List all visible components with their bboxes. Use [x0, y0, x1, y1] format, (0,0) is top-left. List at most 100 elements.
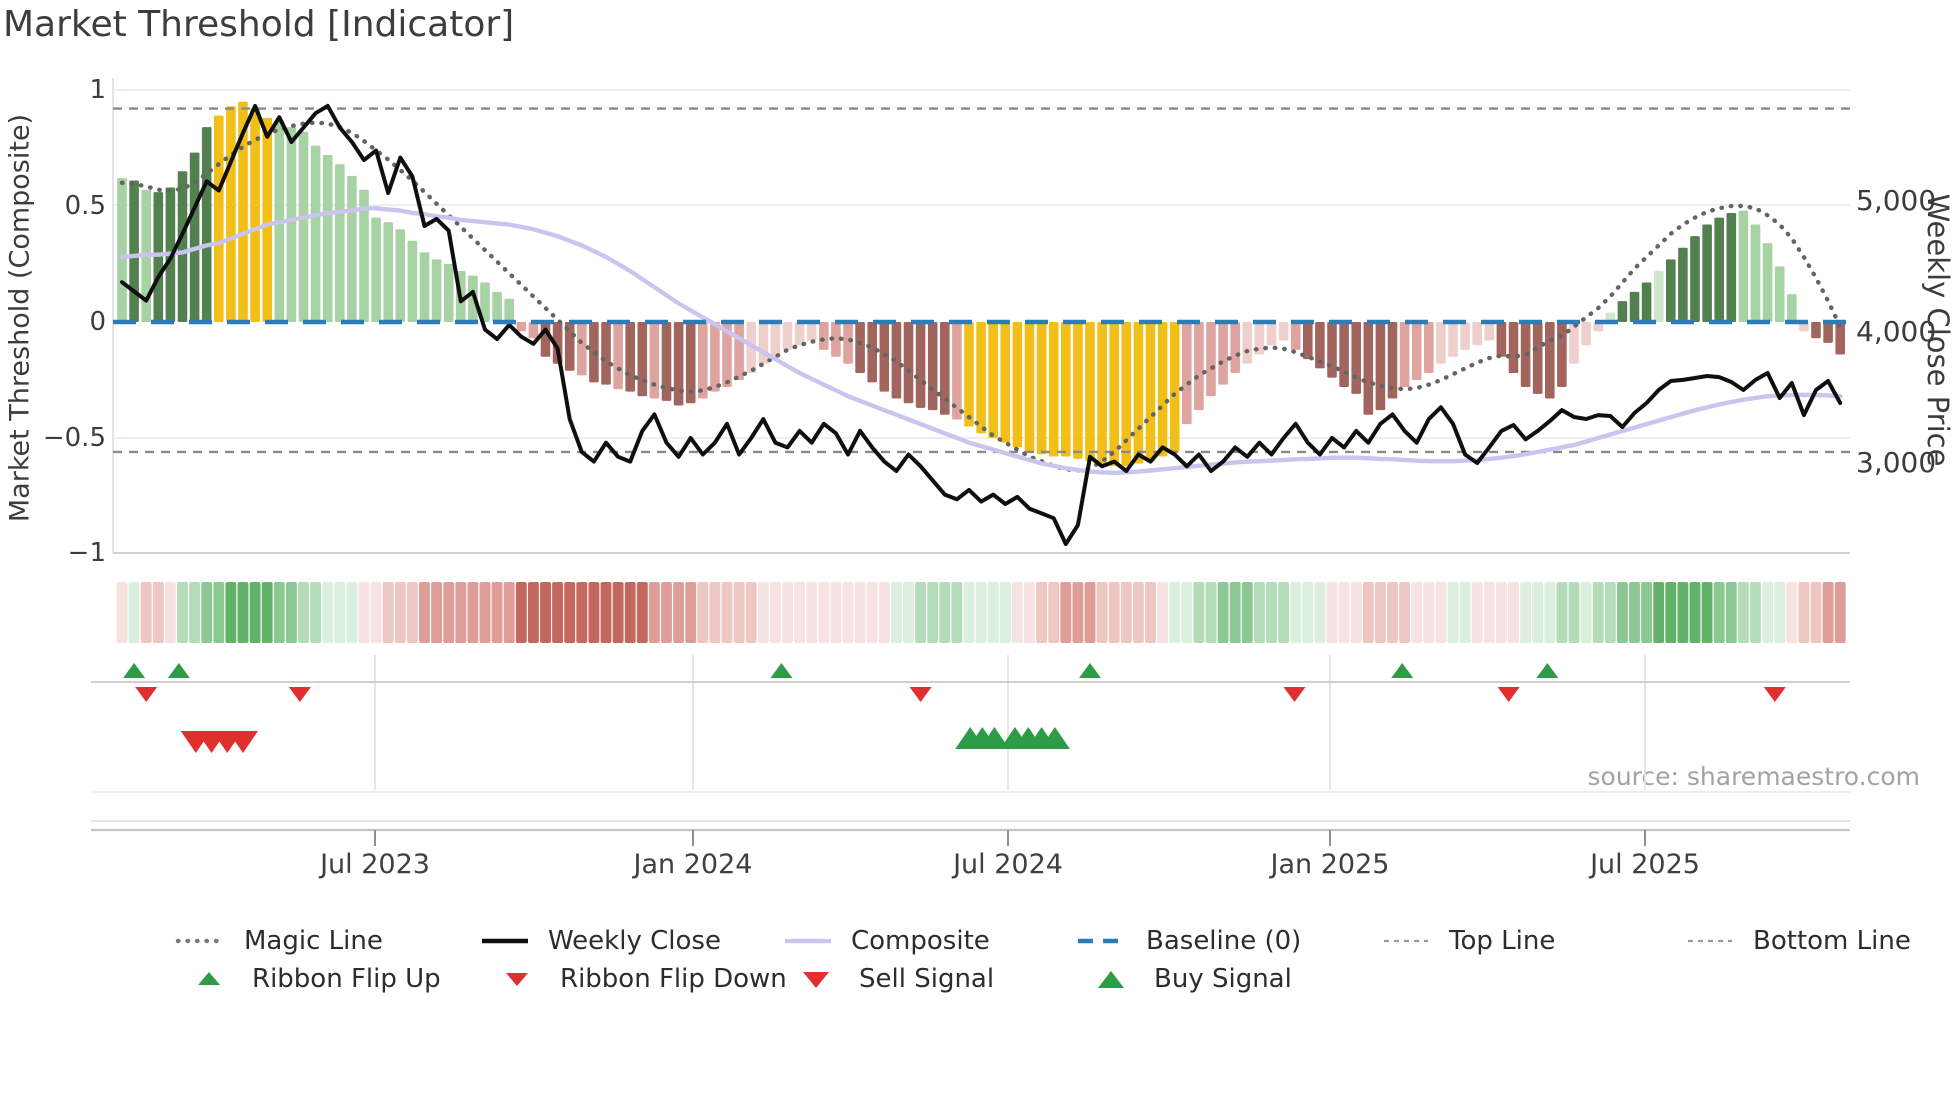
- ribbon-stripe: [612, 582, 624, 643]
- buy-signal-icon: [1039, 727, 1070, 749]
- ribbon-stripe: [1387, 582, 1398, 643]
- bar: [782, 322, 793, 350]
- legend-label: Bottom Line: [1753, 926, 1911, 956]
- bar: [322, 154, 333, 322]
- ribbon-strip: [116, 582, 1846, 643]
- ribbon-stripe: [963, 582, 975, 643]
- ribbon-stripe: [310, 582, 322, 643]
- bar: [1581, 322, 1591, 346]
- triangle-up-green-large-icon: [1098, 971, 1124, 988]
- solid-black-line-icon: [482, 938, 528, 944]
- ribbon-stripe: [1374, 582, 1386, 643]
- bar: [940, 322, 950, 415]
- bar: [1799, 322, 1809, 332]
- bar: [1048, 322, 1059, 457]
- ribbon-stripe: [382, 582, 394, 643]
- ribbon-stripe: [576, 582, 588, 643]
- bar: [201, 127, 212, 323]
- ribbon-stripe: [1229, 582, 1241, 643]
- bar: [1315, 322, 1325, 369]
- ribbon-stripe: [552, 582, 564, 643]
- bar: [262, 117, 272, 322]
- bar: [1109, 322, 1119, 466]
- bar: [419, 252, 430, 322]
- legend-item-buy-signal: Buy Signal: [1085, 962, 1292, 996]
- ribbon-flip-up-icon: [1391, 663, 1414, 678]
- ribbon-stripe: [249, 582, 261, 643]
- ribbon-stripe: [1181, 582, 1193, 643]
- bar: [1593, 322, 1603, 332]
- ribbon-stripe: [1641, 582, 1653, 643]
- bar: [1339, 322, 1349, 387]
- bar: [770, 322, 781, 357]
- ribbon-stripe: [1459, 582, 1471, 643]
- bar: [855, 322, 865, 374]
- bar: [1194, 322, 1204, 411]
- ribbon-stripe: [999, 582, 1011, 643]
- ribbon-flip-up-markers: [123, 663, 1559, 678]
- bar: [891, 322, 902, 399]
- bar: [1399, 322, 1410, 387]
- legend-item-ribbon-flip-down: Ribbon Flip Down: [491, 962, 787, 996]
- bar: [1157, 322, 1168, 457]
- ribbon-stripe: [624, 582, 636, 643]
- ribbon-stripe: [455, 582, 467, 643]
- legend-label: Ribbon Flip Down: [560, 964, 787, 994]
- ribbon-stripe: [213, 582, 225, 643]
- bar: [1702, 224, 1712, 322]
- ribbon-stripe: [1750, 582, 1761, 643]
- legend-item-top-line: Top Line: [1380, 924, 1555, 958]
- bar: [1133, 322, 1144, 464]
- ribbon-stripe: [1072, 582, 1084, 643]
- bar: [371, 217, 381, 322]
- bar: [625, 322, 635, 392]
- ribbon-stripe: [1048, 582, 1060, 643]
- ribbon-stripe: [806, 582, 818, 643]
- ribbon-stripe: [1471, 582, 1483, 643]
- ribbon-stripe: [1169, 582, 1181, 643]
- bar: [117, 178, 127, 322]
- bar: [504, 298, 514, 322]
- bar: [758, 322, 769, 364]
- left-tick-m0p5: −0.5: [42, 423, 106, 453]
- ribbon-stripe: [709, 582, 721, 643]
- ribbon-stripe: [915, 582, 927, 643]
- threshold-lines: [113, 107, 1850, 454]
- ribbon-stripe: [1616, 582, 1628, 643]
- weekly-close-line: [120, 103, 1843, 546]
- bar: [1036, 322, 1047, 455]
- ribbon-stripe: [757, 582, 769, 643]
- ribbon-stripe: [140, 582, 152, 643]
- ribbon-stripe: [358, 582, 370, 643]
- ribbon-stripe: [540, 582, 551, 643]
- bar: [395, 229, 406, 322]
- ribbon-stripe: [794, 582, 806, 643]
- bar: [722, 322, 732, 387]
- triangle-down-red-icon: [506, 973, 528, 986]
- ribbon-stripe: [1011, 582, 1023, 643]
- ribbon-flip-down-icon: [1763, 687, 1786, 702]
- bar: [347, 175, 357, 322]
- bar: [819, 322, 829, 350]
- ribbon-stripe: [939, 582, 951, 643]
- bar: [335, 164, 345, 322]
- ribbon-stripe: [394, 582, 406, 643]
- right-tick-5000: 5,000: [1856, 184, 1937, 217]
- ribbon-stripe: [1798, 582, 1810, 643]
- ribbon-stripe: [1701, 582, 1713, 643]
- left-tick-m1: −1: [67, 538, 106, 568]
- fine-dashed-gray-line-icon: [1688, 939, 1732, 943]
- bar: [1714, 217, 1724, 322]
- ribbon-stripe: [419, 582, 430, 643]
- bar: [153, 192, 164, 322]
- ribbon-stripe: [782, 582, 793, 643]
- bar: [831, 322, 841, 357]
- ribbon-stripe: [467, 582, 479, 643]
- ribbon-stripe: [1290, 582, 1302, 643]
- legend-label: Magic Line: [244, 926, 383, 956]
- ribbon-flip-up-icon: [123, 663, 146, 678]
- ribbon-stripe: [975, 582, 987, 643]
- ribbon-stripe: [1205, 582, 1217, 643]
- ribbon-stripe: [1483, 582, 1495, 643]
- bar: [1617, 301, 1628, 322]
